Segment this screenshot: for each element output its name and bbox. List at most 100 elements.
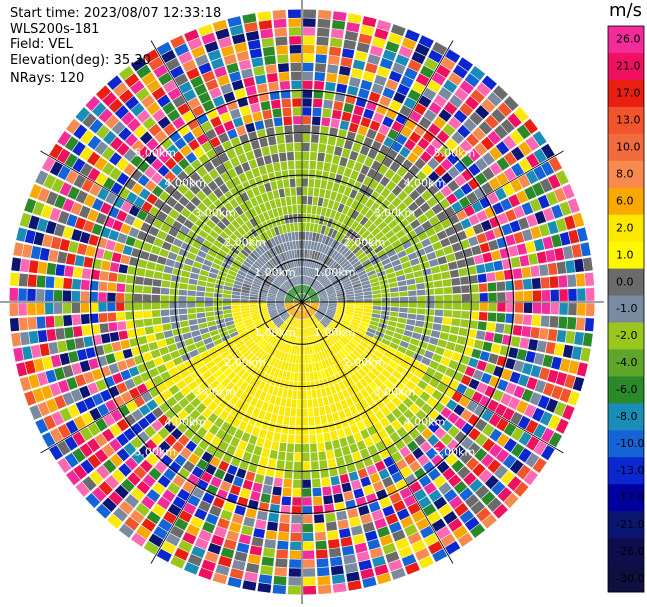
gate-cell xyxy=(467,329,477,339)
gate-cell xyxy=(109,423,122,437)
gate-cell xyxy=(168,227,179,237)
gate-cell xyxy=(127,329,137,339)
gate-cell xyxy=(313,281,320,289)
gate-cell xyxy=(152,447,165,460)
gate-cell xyxy=(74,337,85,349)
gate-cell xyxy=(198,275,208,282)
gate-cell xyxy=(187,313,197,320)
gate-cell xyxy=(473,186,486,200)
gate-cell xyxy=(576,227,588,242)
gate-cell xyxy=(286,295,294,299)
gate-cell xyxy=(333,493,344,504)
gate-cell xyxy=(545,191,559,206)
gate-cell xyxy=(387,320,397,327)
gate-cell xyxy=(297,213,302,223)
gate-cell xyxy=(235,216,245,226)
gate-cell xyxy=(555,218,568,232)
gate-cell xyxy=(426,295,435,302)
gate-cell xyxy=(386,412,397,424)
gate-cell xyxy=(235,378,245,388)
gate-cell xyxy=(79,427,93,442)
gate-cell xyxy=(223,354,233,363)
gate-cell xyxy=(453,480,468,495)
gate-cell xyxy=(422,503,437,517)
gate-cell xyxy=(338,326,347,333)
gate-cell xyxy=(169,302,178,309)
gate-cell xyxy=(72,431,86,446)
gate-cell xyxy=(218,132,230,144)
gate-cell xyxy=(378,164,389,175)
gate-cell xyxy=(362,315,371,320)
gate-cell xyxy=(473,404,486,418)
gate-cell xyxy=(223,289,232,295)
gate-cell xyxy=(242,580,257,591)
range-ring-label: 2.00km xyxy=(224,356,266,369)
gate-cell xyxy=(428,421,440,433)
gate-cell xyxy=(367,168,377,179)
gate-cell xyxy=(321,117,331,127)
gate-cell xyxy=(264,263,273,271)
gate-cell xyxy=(328,294,337,298)
gate-cell xyxy=(214,468,226,480)
gate-cell xyxy=(255,322,264,329)
gate-cell xyxy=(288,169,295,179)
gate-cell xyxy=(351,318,361,324)
gate-cell xyxy=(271,315,280,321)
gate-cell xyxy=(289,178,296,188)
gate-cell xyxy=(343,102,354,113)
gate-cell xyxy=(397,317,407,324)
gate-cell xyxy=(159,346,170,356)
gate-cell xyxy=(234,88,246,99)
gate-cell xyxy=(322,255,329,264)
gate-cell xyxy=(256,156,265,167)
gate-cell xyxy=(337,256,346,265)
gate-cell xyxy=(542,382,555,397)
gate-cell xyxy=(252,186,261,197)
gate-cell xyxy=(36,372,49,386)
gate-cell xyxy=(281,424,289,434)
gate-cell xyxy=(80,279,90,290)
gate-cell xyxy=(461,422,474,436)
gate-cell xyxy=(430,265,441,274)
gate-cell xyxy=(335,137,345,148)
gate-cell xyxy=(323,245,330,255)
gate-cell xyxy=(433,151,446,164)
gate-cell xyxy=(401,554,417,567)
gate-cell xyxy=(215,253,225,262)
gate-cell xyxy=(180,386,192,397)
gate-cell xyxy=(240,292,250,297)
gate-cell xyxy=(319,296,328,300)
gate-cell xyxy=(292,240,297,250)
gate-cell xyxy=(199,350,210,359)
gate-cell xyxy=(391,197,402,208)
gate-cell xyxy=(407,89,421,102)
gate-cell xyxy=(327,237,334,247)
gate-cell xyxy=(424,281,434,289)
azimuth-spoke xyxy=(301,40,454,303)
gate-cell xyxy=(307,390,312,399)
gate-cell xyxy=(378,359,388,369)
gate-cell xyxy=(525,170,539,185)
gate-cell xyxy=(374,132,386,144)
colorbar-tick-label: 26.0 xyxy=(616,33,641,46)
gate-cell xyxy=(488,292,497,302)
gate-cell xyxy=(257,11,272,22)
gate-cell xyxy=(370,191,380,202)
gate-cell xyxy=(146,399,158,411)
gate-cell xyxy=(153,526,168,540)
gate-cell xyxy=(131,451,145,465)
gate-cell xyxy=(270,314,279,320)
gate-cell xyxy=(202,370,212,380)
gate-cell xyxy=(564,374,576,389)
gate-cell xyxy=(218,195,229,205)
gate-cell xyxy=(238,344,247,352)
gate-cell xyxy=(190,397,202,408)
gate-cell xyxy=(105,475,120,490)
gate-cell xyxy=(409,415,421,427)
gate-cell xyxy=(327,307,337,311)
gate-cell xyxy=(363,291,372,296)
gate-cell xyxy=(91,393,104,406)
gate-cell xyxy=(291,80,302,90)
gate-cell xyxy=(365,385,374,395)
gate-cell xyxy=(374,245,384,254)
